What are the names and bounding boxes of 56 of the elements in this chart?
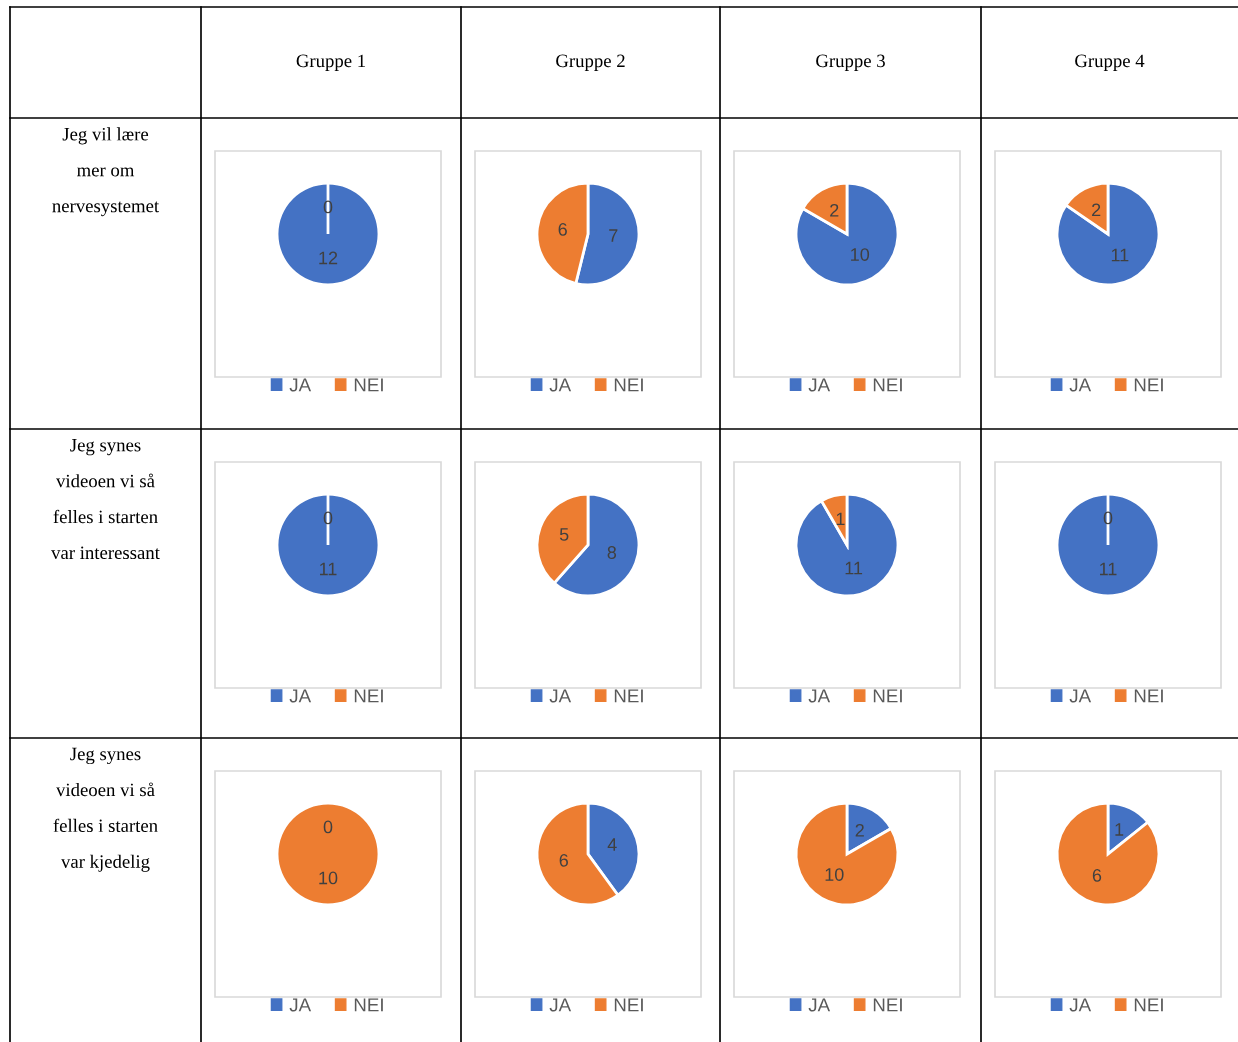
- data-label: 1: [836, 512, 845, 526]
- data-label: 6: [1092, 869, 1102, 882]
- legend-label: NEI: [354, 689, 383, 703]
- legend-label: NEI: [1134, 998, 1163, 1012]
- pie-slice: [794, 181, 900, 287]
- legend-label: JA: [808, 378, 831, 392]
- data-label: 4: [607, 838, 617, 851]
- data-label: 11: [320, 562, 337, 576]
- data-label: 12: [319, 251, 338, 265]
- data-label: 2: [830, 203, 839, 217]
- legend-label: NEI: [1134, 689, 1163, 703]
- data-label: 10: [825, 868, 844, 881]
- legend-label: NEI: [354, 998, 383, 1012]
- pie-slice: [794, 801, 900, 907]
- legend-label: JA: [289, 378, 312, 392]
- data-label: 10: [851, 248, 870, 261]
- chart-title: Jeg synes videoen vi så felles i starten var interessant: [51, 438, 160, 560]
- legend-label: JA: [1069, 689, 1092, 703]
- data-label: 6: [559, 853, 568, 867]
- legend-label: JA: [1069, 378, 1092, 392]
- text: Gruppe 3: [816, 54, 885, 71]
- legend-label: NEI: [873, 998, 902, 1012]
- chart-title: Jeg synes videoen vi så felles i starten var kjedelig: [53, 747, 158, 872]
- legend-label: NEI: [614, 689, 643, 703]
- legend-label: NEI: [873, 689, 902, 703]
- legend-label: NEI: [354, 378, 383, 392]
- legend-label: JA: [549, 689, 572, 703]
- data-label: 11: [1111, 248, 1129, 262]
- data-label: 7: [609, 229, 618, 242]
- data-label: 10: [319, 871, 338, 885]
- chart-title: Jeg vil lære mer om nervesystemet: [52, 127, 160, 217]
- text: 0: [323, 820, 333, 834]
- legend-label: JA: [289, 998, 312, 1012]
- data-label: 2: [855, 823, 864, 837]
- data-label: 8: [607, 546, 617, 559]
- data-label: 11: [1100, 562, 1117, 576]
- legend-label: NEI: [614, 998, 643, 1012]
- legend-label: JA: [549, 998, 572, 1012]
- pie-slice: [1055, 181, 1161, 287]
- data-label: 6: [558, 222, 567, 236]
- text: Gruppe 2: [556, 54, 625, 71]
- legend-label: NEI: [614, 378, 643, 392]
- text: Gruppe 4: [1075, 54, 1145, 71]
- legend-label: JA: [808, 689, 831, 703]
- data-label: 1: [1115, 823, 1124, 836]
- data-label: 5: [559, 528, 569, 541]
- legend-label: JA: [289, 689, 312, 703]
- legend-label: JA: [549, 378, 572, 392]
- legend-label: NEI: [873, 378, 902, 392]
- pie-slice: [1055, 801, 1161, 907]
- data-label: 2: [1092, 203, 1101, 217]
- legend-label: JA: [1069, 998, 1092, 1012]
- legend-label: NEI: [1134, 378, 1163, 392]
- legend-label: JA: [808, 998, 831, 1012]
- text: Gruppe 1: [296, 54, 366, 71]
- data-label: 11: [845, 561, 863, 575]
